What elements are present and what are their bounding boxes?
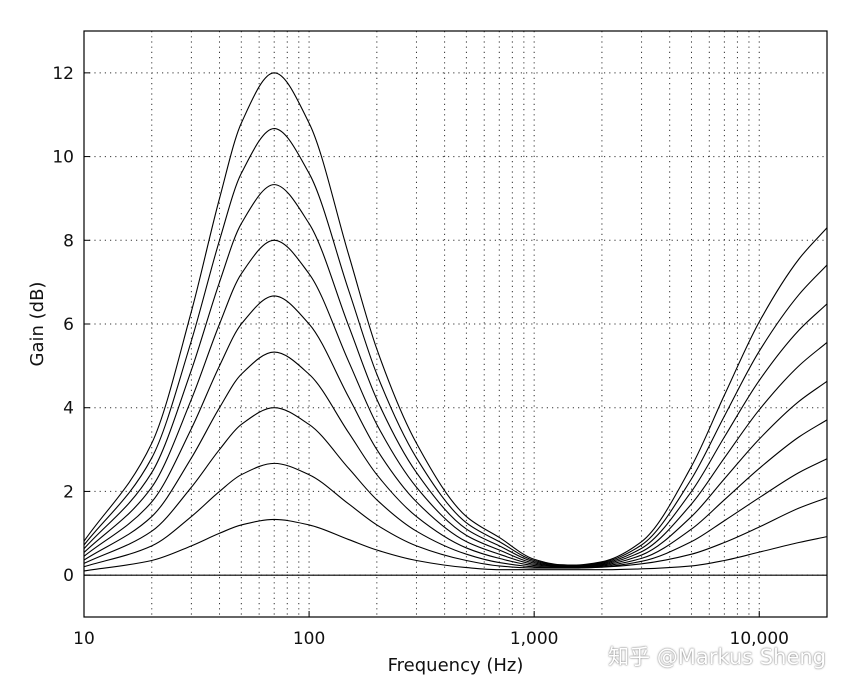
x-tick-label: 100 bbox=[293, 629, 325, 649]
y-tick-label: 6 bbox=[63, 315, 74, 335]
y-axis-ticks: 0 2 4 6 8 10 12 bbox=[52, 64, 90, 586]
gain-curve-4 bbox=[83, 351, 828, 568]
gain-curve-5 bbox=[83, 295, 828, 568]
gain-curve-1 bbox=[83, 518, 828, 572]
x-tick-label: 10,000 bbox=[730, 629, 789, 649]
gain-curve-9 bbox=[83, 72, 828, 566]
gain-curve-8 bbox=[83, 127, 828, 567]
gain-curve-6 bbox=[83, 239, 828, 567]
x-tick-label: 10 bbox=[73, 629, 95, 649]
y-tick-label: 8 bbox=[63, 231, 74, 251]
plot-frame bbox=[83, 30, 828, 618]
y-tick-label: 12 bbox=[52, 64, 74, 84]
x-tick-label: 1,000 bbox=[510, 629, 559, 649]
gain-curve-3 bbox=[83, 407, 828, 569]
gain-curve-7 bbox=[83, 184, 828, 567]
y-tick-label: 0 bbox=[63, 566, 74, 586]
y-tick-label: 2 bbox=[63, 482, 74, 502]
watermark: 知乎 @Markus Sheng bbox=[608, 645, 826, 669]
y-tick-label: 4 bbox=[63, 399, 74, 419]
y-tick-label: 10 bbox=[52, 148, 74, 168]
gain-curves bbox=[83, 72, 828, 576]
x-axis-label: Frequency (Hz) bbox=[388, 655, 524, 676]
grid-lines bbox=[84, 31, 827, 617]
gain-curve-2 bbox=[83, 462, 828, 569]
y-axis-label: Gain (dB) bbox=[27, 282, 48, 367]
x-axis-ticks: 10 100 1,000 10,000 bbox=[73, 611, 789, 649]
